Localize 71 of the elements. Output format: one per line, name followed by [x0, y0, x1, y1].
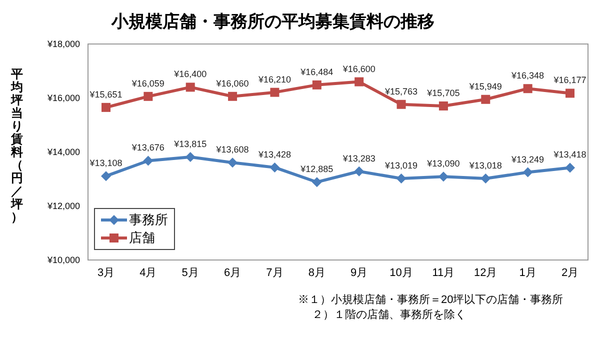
data-label: ¥16,060 [215, 78, 249, 88]
point [185, 152, 196, 162]
x-tick-label: 9月 [350, 266, 368, 279]
data-label: ¥15,763 [384, 86, 418, 96]
point [396, 173, 406, 184]
point [480, 174, 491, 184]
text: ※１）小規模店舗・事務所＝20坪以下の店舗・事務所 [298, 293, 564, 308]
y-tick-label: ¥10,000 [46, 255, 80, 266]
x-tick-label: 10月 [390, 266, 413, 279]
data-label: ¥13,815 [173, 138, 207, 149]
point [228, 158, 238, 168]
point [101, 171, 111, 182]
point [354, 166, 364, 176]
legend-label: 事務所 [129, 211, 168, 229]
point [143, 156, 154, 166]
data-label: ¥12,885 [300, 164, 334, 174]
data-label: ¥13,418 [552, 150, 586, 160]
y-tick-label: ¥14,000 [46, 147, 80, 158]
chart-title: 小規模店舗・事務所の平均募集賃料の推移 [110, 11, 436, 33]
data-label: ¥15,705 [426, 88, 460, 98]
point [396, 100, 406, 109]
data-label: ¥16,210 [257, 74, 291, 84]
point [438, 172, 448, 182]
point [228, 92, 238, 101]
data-label: ¥13,428 [257, 149, 291, 160]
data-label: ¥13,108 [88, 158, 122, 168]
point [102, 102, 110, 112]
x-tick-label: 11月 [432, 266, 455, 279]
legend-label: 店舗 [129, 229, 155, 247]
x-tick-label: 4月 [140, 266, 157, 279]
data-label: ¥13,283 [342, 153, 376, 164]
data-label: ¥15,651 [88, 89, 122, 100]
point [144, 92, 153, 101]
data-label: ¥16,400 [173, 69, 207, 80]
x-tick-label: 8月 [308, 266, 326, 279]
x-tick-label: 5月 [182, 266, 199, 279]
x-tick-label: 1月 [519, 266, 536, 279]
data-label: ¥13,676 [130, 142, 164, 153]
point [523, 84, 532, 94]
x-tick-label: 3月 [97, 266, 115, 279]
x-tick-label: 12月 [474, 266, 498, 279]
data-label: ¥13,018 [468, 160, 502, 171]
point [354, 77, 364, 86]
point [186, 82, 195, 92]
point [312, 177, 322, 188]
data-label: ¥16,177 [552, 75, 586, 86]
data-label: ¥16,484 [300, 66, 334, 77]
x-tick-label: 6月 [224, 266, 242, 279]
y-tick-label: ¥18,000 [46, 39, 80, 50]
y-tick-label: ¥16,000 [46, 93, 80, 104]
data-label: ¥16,059 [130, 78, 164, 88]
data-label: ¥13,249 [510, 154, 544, 164]
point [565, 162, 575, 173]
y-tick-label: ¥12,000 [46, 201, 80, 212]
point [438, 101, 448, 110]
data-label: ¥16,348 [510, 70, 544, 81]
point [270, 88, 280, 97]
point [566, 88, 574, 98]
x-tick-label: 7月 [266, 266, 284, 279]
data-label: ¥13,019 [384, 160, 418, 170]
data-label: ¥15,949 [468, 81, 502, 92]
x-tick-label: 2月 [561, 266, 579, 279]
point [522, 167, 533, 178]
y-axis-title: 平均坪当り賃料（円／坪） [10, 68, 24, 224]
text: ２）１階の店舗、事務所を除く [311, 308, 467, 323]
point [481, 94, 490, 104]
data-label: ¥13,090 [426, 158, 460, 169]
data-label: ¥16,600 [342, 64, 376, 74]
point [270, 162, 280, 172]
point [312, 80, 322, 90]
data-label: ¥13,608 [215, 144, 249, 155]
